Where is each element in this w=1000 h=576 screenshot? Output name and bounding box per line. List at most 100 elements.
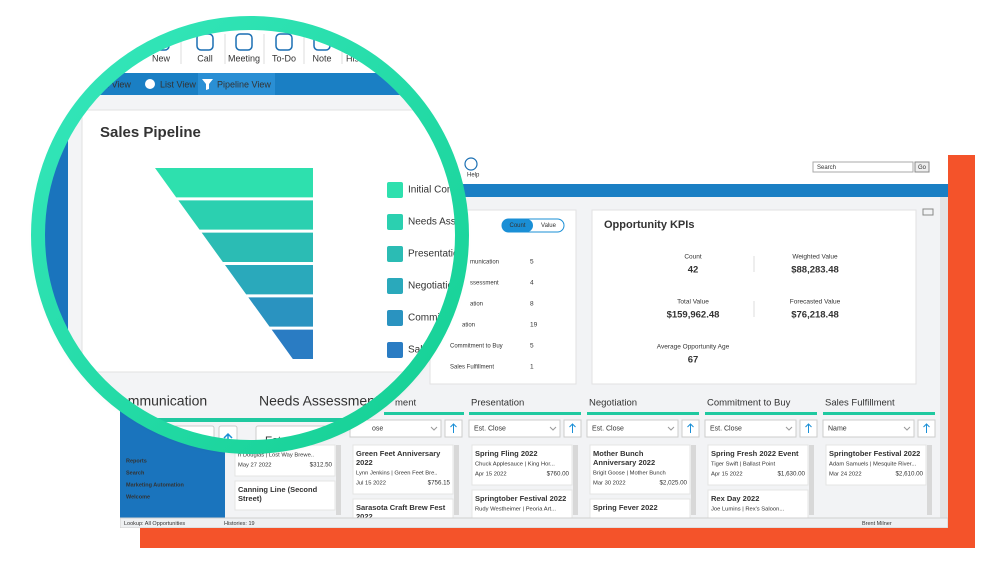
- card-bg[interactable]: [234, 480, 336, 511]
- up-arrow: [569, 423, 576, 433]
- sort-select[interactable]: [349, 419, 442, 438]
- caret: [903, 426, 911, 431]
- card-title: Spring Fling 2022: [475, 449, 538, 458]
- card-bg[interactable]: [707, 444, 809, 486]
- column-underline: [252, 418, 385, 422]
- card-amount: $2,610.00: [895, 471, 923, 478]
- card[interactable]: Rex Day 2022 Joe Lumins | Rex's Saloon...: [707, 489, 809, 521]
- toolbar-icon[interactable]: [235, 33, 253, 51]
- card-title: Green Feet Anniversary 2022: [356, 449, 441, 467]
- kpi-value: $76,218.48: [791, 310, 839, 321]
- card-amount: $760.00: [547, 471, 570, 478]
- sort-select[interactable]: [468, 419, 561, 438]
- toggle-label: Value: [541, 223, 557, 229]
- kpi-label: Average Opportunity Age: [657, 344, 730, 351]
- kpi-label: Weighted Value: [792, 254, 838, 261]
- caret: [667, 426, 675, 431]
- toolbar-label: Meeting: [228, 53, 260, 63]
- column-header: Negotiation: [589, 398, 637, 409]
- card-bg[interactable]: [471, 489, 573, 521]
- kpi-panel: [591, 209, 917, 385]
- count-label: ation: [462, 323, 475, 329]
- legend-swatch: [387, 342, 403, 358]
- card-title: Mother Bunch Anniversary 2022: [593, 449, 655, 467]
- column-header: Sales Fulfillment: [825, 398, 895, 409]
- scrollbar: [940, 197, 948, 518]
- kpi-value: 67: [688, 355, 699, 366]
- column-header: Needs Assessment: [259, 393, 379, 409]
- card-title: Springtober Festival 2022: [475, 494, 566, 503]
- toggle-on[interactable]: [502, 219, 533, 232]
- panel-title: Sales Pipeline: [100, 124, 201, 141]
- card-title: Spring Fever 2022: [593, 503, 658, 512]
- card-bg[interactable]: [471, 444, 573, 486]
- sort-select[interactable]: [586, 419, 679, 438]
- card-title: Spring Fresh 2022 Event: [711, 449, 799, 458]
- lens-ring: [31, 16, 469, 454]
- sidebar-item: Reports: [126, 458, 147, 464]
- toolbar-label: New: [152, 53, 171, 63]
- card-title: Springtober Festival 2022: [829, 449, 920, 458]
- tab-icon: [145, 79, 155, 89]
- legend-label: Commitment: [408, 313, 465, 324]
- card-amount: $2,025.00: [659, 480, 687, 487]
- toolbar-icon[interactable]: [275, 33, 293, 51]
- card[interactable]: Canning Line (Second Street): [234, 480, 336, 511]
- column-scroll: [691, 445, 696, 515]
- toolbar-label: To-Do: [272, 53, 296, 63]
- kpi-value: 42: [688, 265, 699, 276]
- card[interactable]: Mother Bunch Anniversary 2022 Brigit Goose…: [589, 444, 691, 495]
- card-bg[interactable]: [707, 489, 809, 521]
- tab-icon: [202, 79, 213, 90]
- tab: List View: [160, 79, 196, 89]
- count-value: 5: [530, 259, 534, 266]
- card-date: May 27 2022: [238, 463, 272, 469]
- kpi-label: Forecasted Value: [790, 299, 841, 306]
- up-arrow: [450, 423, 457, 433]
- column-underline: [823, 412, 935, 415]
- sort-select[interactable]: [704, 419, 797, 438]
- go-button[interactable]: [914, 161, 930, 173]
- up-arrow: [805, 423, 812, 433]
- count-label: ation: [470, 302, 483, 308]
- active-tab[interactable]: [198, 73, 275, 95]
- card[interactable]: Spring Fling 2022 Chuck Applesauce | King…: [471, 444, 573, 486]
- card[interactable]: Springtober Festival 2022 Adam Samuels | …: [825, 444, 927, 486]
- status-text: Lookup: All Opportunities: [124, 521, 185, 527]
- search-box[interactable]: [812, 161, 914, 173]
- legend-label: Needs Assessm: [408, 217, 480, 228]
- card[interactable]: Spring Fresh 2022 Event Tiger Swift | Bal…: [707, 444, 809, 486]
- up-arrow: [687, 423, 694, 433]
- card-bg[interactable]: [825, 444, 927, 486]
- card-amount: $1,630.00: [777, 471, 805, 478]
- card-title: Rex Day 2022: [711, 494, 759, 503]
- sort-select[interactable]: [822, 419, 915, 438]
- legend-swatch: [387, 182, 403, 198]
- card-date: Jul 15 2022: [356, 481, 386, 487]
- tab: Pipeline View: [217, 79, 271, 89]
- column-header: Commitment to Buy: [707, 398, 791, 409]
- funnel-segment: [178, 200, 313, 230]
- card[interactable]: Green Feet Anniversary 2022 Lynn Jenkins |…: [352, 444, 454, 495]
- funnel-segment: [155, 168, 313, 198]
- go-label: Go: [918, 165, 927, 171]
- count-label: Commitment to Buy: [450, 344, 503, 350]
- count-value: 19: [530, 322, 538, 329]
- count-label: munication: [470, 260, 499, 266]
- card-contact: Tiger Swift | Ballast Point: [711, 462, 776, 468]
- legend-label: Initial Communi: [408, 185, 477, 196]
- kpi-value: $159,962.48: [667, 310, 720, 321]
- count-label: Sales Fulfillment: [450, 365, 494, 371]
- card-bg[interactable]: [589, 444, 691, 495]
- card-bg[interactable]: [352, 444, 454, 495]
- sidebar-item: Welcome: [126, 494, 150, 500]
- column-underline: [469, 412, 581, 415]
- card-date: Apr 15 2022: [475, 472, 507, 478]
- caret: [785, 426, 793, 431]
- column-header: Presentation: [471, 398, 524, 409]
- card[interactable]: Springtober Festival 2022 Rudy Westheimer…: [471, 489, 573, 521]
- sidebar-item: Marketing Automation: [126, 482, 184, 488]
- legend-swatch: [387, 214, 403, 230]
- toolbar-label: Call: [197, 53, 213, 63]
- help-label: Help: [467, 173, 480, 179]
